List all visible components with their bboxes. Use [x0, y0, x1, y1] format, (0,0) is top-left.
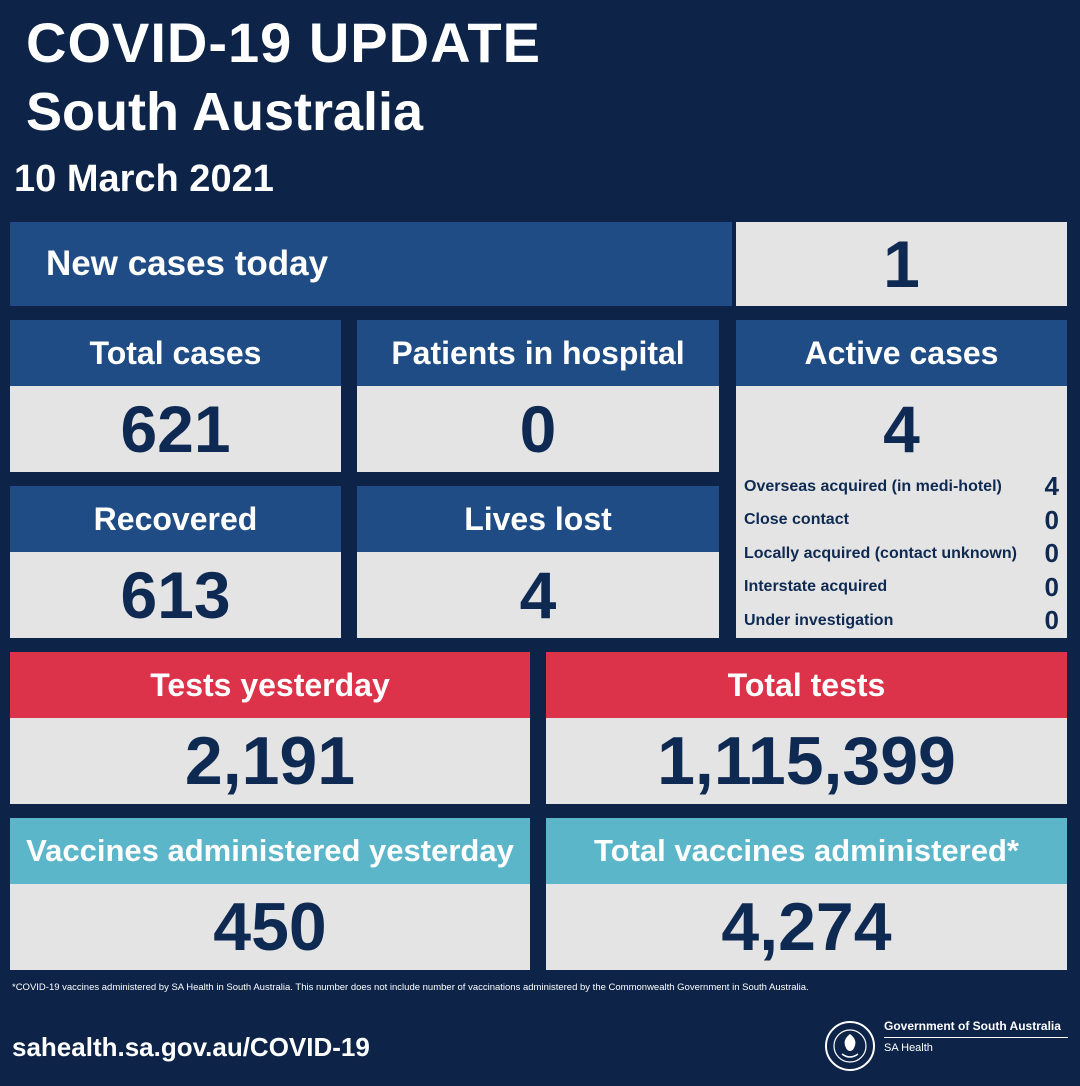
breakdown-label: Interstate acquired: [744, 578, 888, 596]
total-tests-label: Total tests: [546, 652, 1067, 718]
active-cases-value: 4: [736, 386, 1067, 472]
breakdown-label: Under investigation: [744, 611, 894, 629]
government-name: Government of South Australia: [884, 1018, 1068, 1038]
department-name: SA Health: [884, 1042, 933, 1054]
active-cases-label: Active cases: [736, 320, 1067, 386]
recovered-label: Recovered: [10, 486, 341, 552]
total-cases-label: Total cases: [10, 320, 341, 386]
patients-in-hospital-value: 0: [357, 386, 719, 472]
lives-lost-value: 4: [357, 552, 719, 638]
vaccines-yesterday-value: 450: [10, 884, 530, 970]
breakdown-label: Locally acquired (contact unknown): [744, 544, 1017, 562]
website-link[interactable]: sahealth.sa.gov.au/COVID-19: [12, 1032, 370, 1062]
vaccine-footnote: *COVID-19 vaccines administered by SA He…: [12, 982, 809, 993]
total-tests-value: 1,115,399: [546, 718, 1067, 804]
active-breakdown-row: Overseas acquired (in medi-hotel) 4: [744, 470, 1059, 504]
lives-lost-label: Lives lost: [357, 486, 719, 552]
new-cases-label: New cases today: [10, 222, 732, 306]
vaccines-yesterday-label: Vaccines administered yesterday: [10, 818, 530, 884]
new-cases-value: 1: [736, 222, 1067, 306]
breakdown-label: Overseas acquired (in medi-hotel): [744, 477, 1002, 495]
government-branding: Government of South Australia SA Health: [884, 1018, 1068, 1056]
tests-yesterday-value: 2,191: [10, 718, 530, 804]
breakdown-value: 0: [1044, 504, 1059, 535]
region-title: South Australia: [26, 82, 424, 142]
breakdown-value: 4: [1044, 471, 1059, 502]
sa-government-seal-icon: [825, 1021, 875, 1071]
total-cases-value: 621: [10, 386, 341, 472]
breakdown-value: 0: [1044, 571, 1059, 602]
page-title: COVID-19 UPDATE: [26, 11, 541, 74]
recovered-value: 613: [10, 552, 341, 638]
active-breakdown-row: Interstate acquired 0: [744, 571, 1059, 605]
total-vaccines-label: Total vaccines administered*: [546, 818, 1067, 884]
active-breakdown-row: Under investigation 0: [744, 604, 1059, 638]
breakdown-value: 0: [1044, 538, 1059, 569]
breakdown-label: Close contact: [744, 511, 849, 529]
active-breakdown-row: Close contact 0: [744, 504, 1059, 538]
active-breakdown-row: Locally acquired (contact unknown) 0: [744, 537, 1059, 571]
breakdown-value: 0: [1044, 605, 1059, 636]
patients-in-hospital-label: Patients in hospital: [357, 320, 719, 386]
report-date: 10 March 2021: [14, 158, 274, 200]
total-vaccines-value: 4,274: [546, 884, 1067, 970]
active-cases-breakdown: Overseas acquired (in medi-hotel) 4 Clos…: [736, 470, 1067, 638]
tests-yesterday-label: Tests yesterday: [10, 652, 530, 718]
